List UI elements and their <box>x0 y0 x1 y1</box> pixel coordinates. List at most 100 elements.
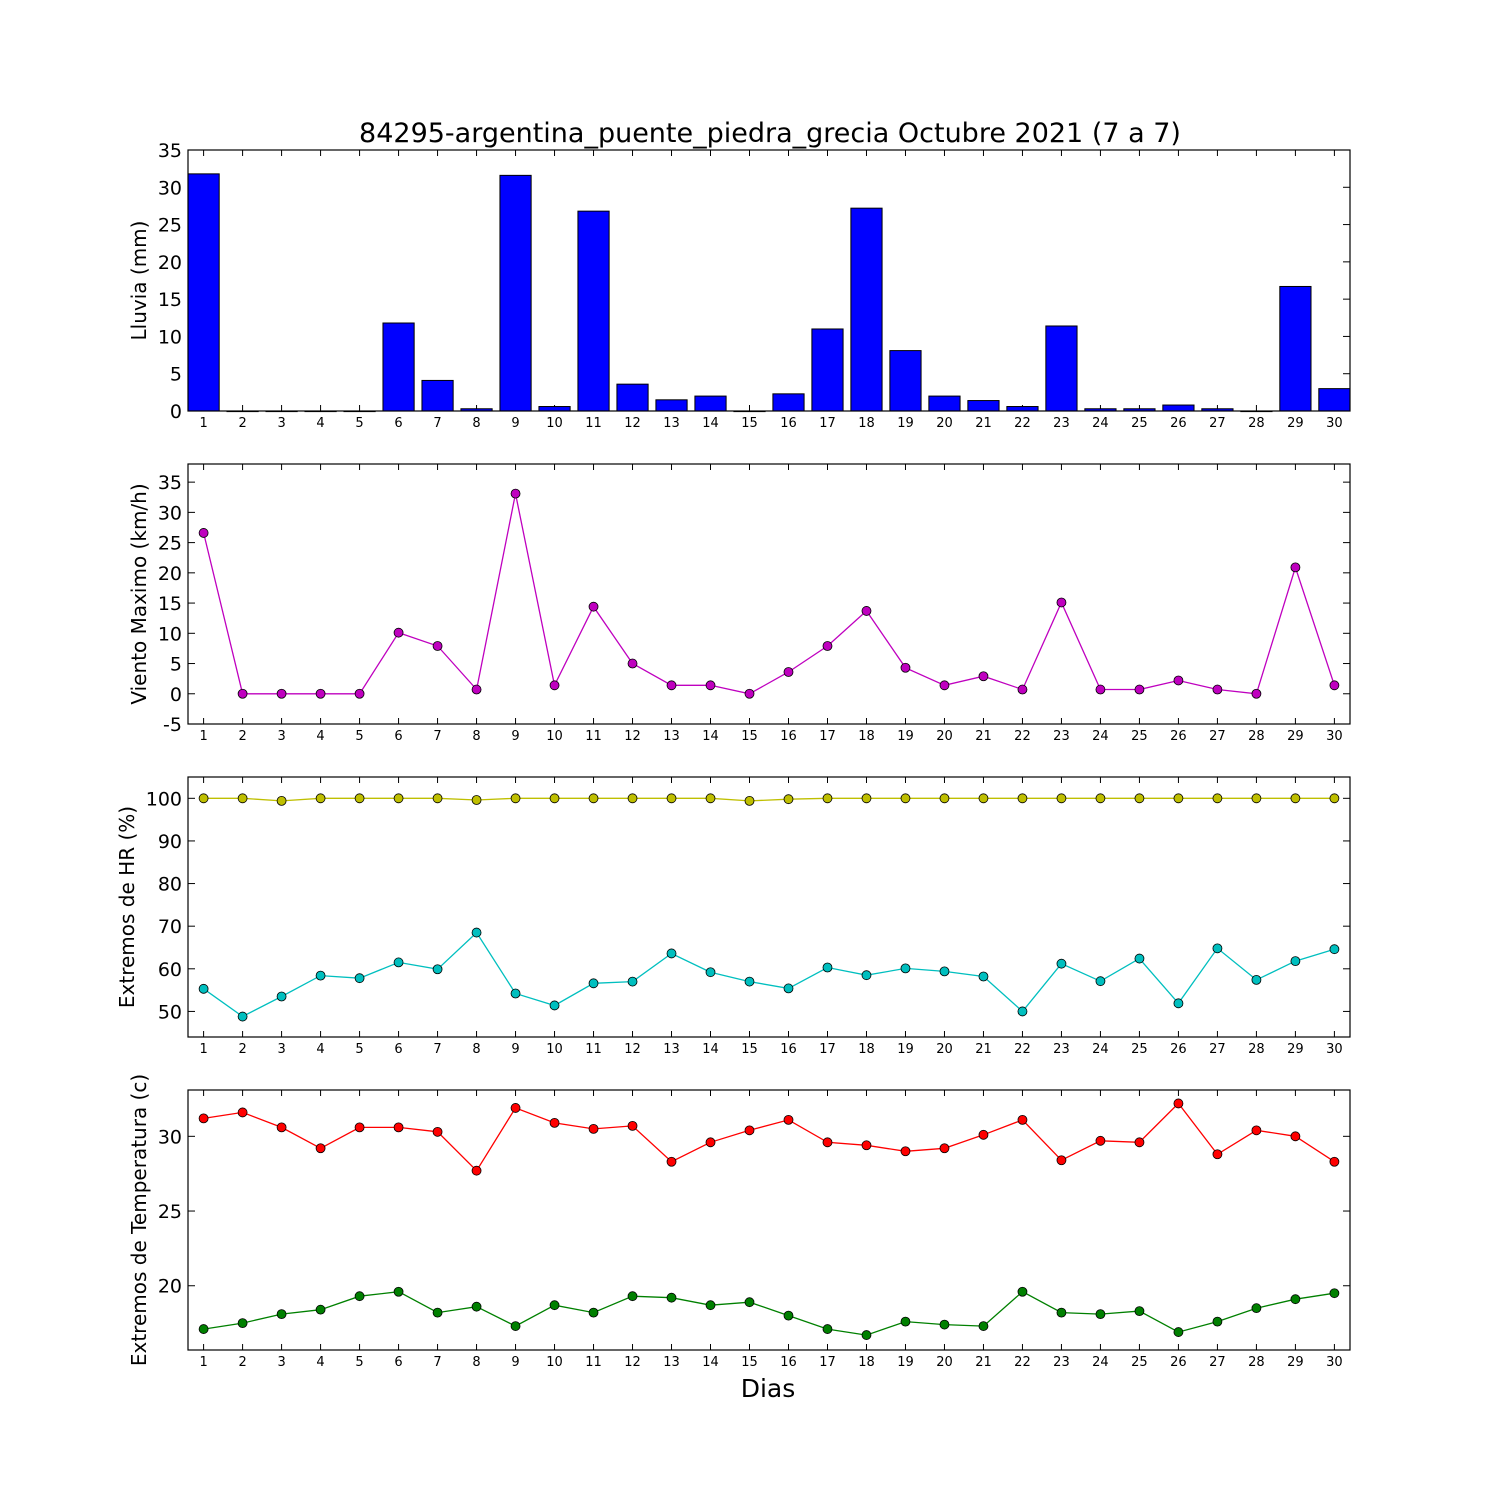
humidity-y-axis-label: Extremos de HR (%) <box>115 806 139 1008</box>
wind-xtick-label: 2 <box>238 729 246 744</box>
temperature-ytick-label: 25 <box>158 1201 182 1223</box>
humidity-ytick-label: 90 <box>158 831 182 853</box>
humidity-plot-frame <box>187 776 1351 1038</box>
temperature-xtick-label: 7 <box>433 1355 441 1370</box>
rain-bar <box>577 210 610 412</box>
rain-bar <box>811 328 844 412</box>
wind-series-1-point <box>1212 684 1223 695</box>
rain-bar <box>772 393 805 412</box>
rain-plot-frame <box>187 149 1351 412</box>
humidity-xtick-label: 25 <box>1131 1042 1148 1057</box>
temperature-series-1-line <box>203 1102 1335 1172</box>
temperature-xtick-label: 27 <box>1209 1355 1226 1370</box>
wind-series-1-point <box>432 641 443 651</box>
temperature-series-2-point <box>900 1316 911 1327</box>
temperature-xtick-label: 17 <box>819 1355 836 1370</box>
wind-ytick-label: 5 <box>170 654 182 676</box>
humidity-xtick-label: 30 <box>1326 1042 1343 1057</box>
temperature-xtick-label: 26 <box>1170 1355 1187 1370</box>
humidity-xtick-label: 29 <box>1287 1042 1304 1057</box>
temperature-ytick-label: 30 <box>158 1126 182 1148</box>
temperature-series-1-point <box>1017 1114 1028 1125</box>
temperature-xtick-label: 15 <box>741 1355 758 1370</box>
rain-bar <box>694 395 727 412</box>
humidity-series-1-point <box>1329 793 1340 804</box>
humidity-xtick-label: 16 <box>780 1042 797 1057</box>
humidity-xtick-label: 15 <box>741 1042 758 1057</box>
humidity-series-1-point <box>1134 793 1145 804</box>
rain-xtick-label: 12 <box>624 416 641 431</box>
humidity-series-2-point <box>627 976 638 987</box>
humidity-series-1-point <box>705 793 716 804</box>
temperature-series-1-point <box>432 1126 443 1137</box>
wind-xtick-label: 16 <box>780 729 797 744</box>
wind-xtick-label: 13 <box>663 729 680 744</box>
humidity-ytick-label: 70 <box>158 916 182 938</box>
temperature-series-1-point <box>939 1143 950 1154</box>
rain-bar <box>655 399 688 412</box>
humidity-series-2-point <box>237 1011 248 1022</box>
humidity-xtick-label: 2 <box>238 1042 246 1057</box>
humidity-series-2-point <box>861 970 872 981</box>
rain-ytick-label: 10 <box>158 326 182 348</box>
wind-series-1-point <box>1329 680 1340 691</box>
wind-xtick-label: 20 <box>936 729 953 744</box>
temperature-xtick-label: 11 <box>585 1355 602 1370</box>
temperature-series-2-point <box>666 1292 677 1303</box>
humidity-series-2-point <box>783 983 794 994</box>
temperature-xtick-label: 23 <box>1053 1355 1070 1370</box>
chart-title: 84295-argentina_puente_piedra_grecia Oct… <box>359 118 1181 149</box>
rain-xtick-label: 14 <box>702 416 719 431</box>
rain-xtick-label: 9 <box>511 416 519 431</box>
rain-bar <box>928 395 961 412</box>
humidity-xtick-label: 22 <box>1014 1042 1031 1057</box>
humidity-xtick-label: 8 <box>472 1042 480 1057</box>
temperature-xtick-label: 16 <box>780 1355 797 1370</box>
temperature-series-2-point <box>939 1319 950 1330</box>
humidity-xtick-label: 3 <box>277 1042 285 1057</box>
temperature-series-1-point <box>549 1117 560 1128</box>
wind-ytick-label: -5 <box>163 714 182 736</box>
temperature-xtick-label: 18 <box>858 1355 875 1370</box>
temperature-series-2-point <box>1017 1286 1028 1297</box>
temperature-xtick-label: 10 <box>546 1355 563 1370</box>
temperature-series-1-point <box>978 1129 989 1140</box>
rain-bar <box>1279 285 1312 412</box>
humidity-series-1-point <box>744 795 755 806</box>
humidity-xtick-label: 24 <box>1092 1042 1109 1057</box>
temperature-series-2-point <box>1173 1327 1184 1337</box>
rain-ytick-label: 35 <box>158 140 182 162</box>
humidity-series-1-point <box>1212 793 1223 804</box>
temperature-xtick-label: 8 <box>472 1355 480 1370</box>
temperature-series-1-point <box>1134 1137 1145 1148</box>
temperature-series-2-point <box>393 1286 404 1297</box>
temperature-xtick-label: 25 <box>1131 1355 1148 1370</box>
rain-xtick-label: 20 <box>936 416 953 431</box>
temperature-series-1-point <box>588 1123 599 1134</box>
humidity-xtick-label: 20 <box>936 1042 953 1057</box>
humidity-xtick-label: 11 <box>585 1042 602 1057</box>
rain-xtick-label: 8 <box>472 416 480 431</box>
wind-series-1-line <box>202 493 1336 695</box>
humidity-series-1-line <box>203 797 1335 802</box>
temperature-series-1-point <box>900 1146 911 1157</box>
humidity-series-2-point <box>315 970 326 981</box>
wind-xtick-label: 15 <box>741 729 758 744</box>
wind-xtick-label: 7 <box>433 729 441 744</box>
humidity-xtick-label: 23 <box>1053 1042 1070 1057</box>
humidity-series-2-point <box>1134 953 1145 964</box>
humidity-series-1-point <box>1095 793 1106 804</box>
humidity-series-2-point <box>1212 943 1223 954</box>
wind-series-1-point <box>1290 562 1301 573</box>
wind-series-1-point <box>861 606 872 616</box>
wind-xtick-label: 24 <box>1092 729 1109 744</box>
temperature-xtick-label: 30 <box>1326 1355 1343 1370</box>
rain-bar <box>499 174 532 412</box>
temperature-xtick-label: 5 <box>355 1355 363 1370</box>
rain-xtick-label: 7 <box>433 416 441 431</box>
wind-xtick-label: 9 <box>511 729 519 744</box>
wind-xtick-label: 12 <box>624 729 641 744</box>
rain-xtick-label: 29 <box>1287 416 1304 431</box>
